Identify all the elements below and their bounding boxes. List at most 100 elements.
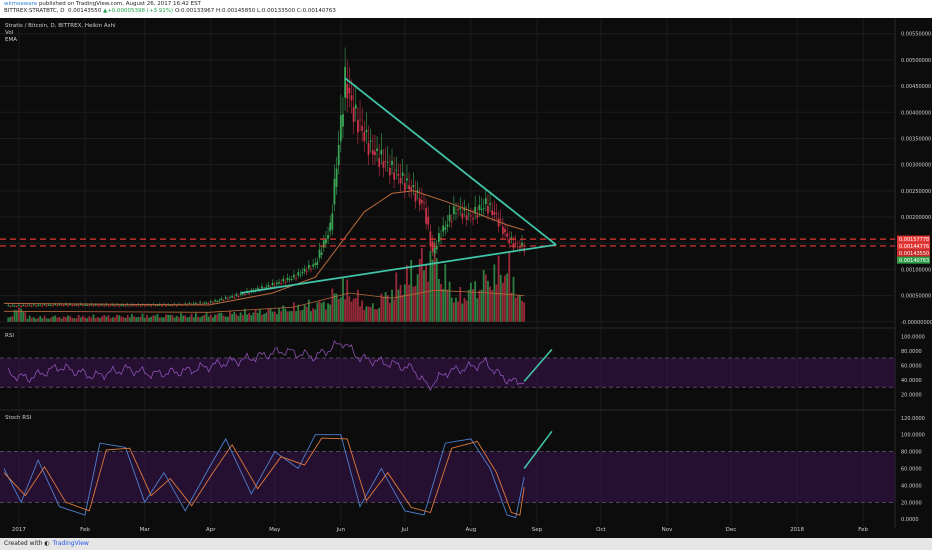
author-link[interactable]: wkmoeware [4,1,38,7]
legend-entry: Vol [5,30,14,36]
volume-bar [487,280,489,322]
candle-body [374,151,376,155]
volume-bar [491,290,494,322]
candle-body [11,305,14,307]
candle-body [510,237,513,239]
candle-body [175,305,178,307]
volume-bar [448,281,451,322]
legend-entry: EMA [5,37,17,43]
candle-body [73,305,76,306]
candle-body [103,305,106,307]
volume-bar [64,317,67,322]
candle-body [20,306,22,307]
volume-bar [504,275,506,322]
volume-bar [280,311,283,322]
candle-body [22,304,25,306]
volume-bar [105,316,108,322]
volume-bar [32,317,35,322]
candle-body [489,203,491,205]
y-tick-label: 60.0000 [901,467,922,473]
volume-bar [141,313,144,322]
candle-body [293,275,295,278]
volume-bar [348,296,351,322]
volume-bar [318,301,321,322]
stoch-trendline [523,430,553,469]
chart-area[interactable]: 2017 Feb Mar Apr May Jun Jul Aug Sep Oct Nov Dec 201… [0,18,932,538]
candle-body [214,300,216,302]
candle-body [188,303,191,304]
y-tick-label: 20.0000 [901,500,922,506]
candle-body [363,132,366,141]
candle-body [427,216,430,225]
candle-body [96,305,99,307]
candle-body [143,305,146,307]
tradingview-brand[interactable]: TradingView [52,540,89,547]
candle-body [433,247,436,254]
candle-body [305,271,308,273]
candle-body [218,300,221,302]
candle-body [299,274,302,276]
y-tick-label: 60.0000 [901,363,922,369]
volume-bar [329,304,332,322]
volume-bar [391,289,393,322]
x-tick-label: Feb [80,527,90,533]
chart-title: Stratis / Bitcoin, D, BITTREX, Heikin As… [5,23,116,29]
x-tick-label: 2018 [790,527,804,533]
candle-body [150,305,153,307]
volume-bar [9,316,12,322]
candle-body [271,282,274,286]
volume-bar [438,279,440,322]
volume-bar [440,283,442,322]
candle-body [384,161,387,163]
volume-bar [77,314,80,322]
candle-body [380,150,383,155]
volume-bar [269,308,272,322]
volume-bar [365,306,368,322]
volume-bar [427,281,430,322]
candle-body [107,305,110,307]
volume-bar [209,314,212,322]
y-tick-label: 100.0000 [901,334,925,340]
volume-bar [258,309,261,322]
volume-bar [284,308,287,322]
candle-body [105,304,108,306]
volume-bar [310,311,312,322]
volume-bar [231,313,234,322]
price-label [897,256,930,264]
candle-body [297,272,300,276]
candle-body [401,172,404,176]
y-tick-label: 0.00350000 [901,136,931,142]
candle-body [497,218,500,227]
volume-bar [465,300,468,322]
volume-bar [124,317,127,322]
volume-bar [107,315,110,322]
candle-body [280,283,283,285]
candle-body [316,261,319,265]
footer-bar: Created with ◐ TradingView [0,538,932,550]
volume-bar [408,284,410,322]
volume-bar [81,315,84,322]
candle-body [47,304,50,306]
candle-body [474,207,477,214]
volume-bar [150,316,153,322]
candle-body [113,305,116,307]
candle-body [209,301,212,303]
volume-bar [235,314,238,322]
candle-body [455,212,457,214]
candle-body [478,205,481,211]
volume-bar [442,289,445,322]
volume-bar [156,313,159,322]
candle-body [244,294,246,296]
candle-body [39,304,42,306]
x-tick-label: Apr [206,527,216,533]
volume-bar [403,284,406,322]
volume-bar [478,290,481,322]
volume-bar [90,317,93,322]
volume-bar [148,317,150,322]
volume-bar [521,300,523,322]
candle-body [346,83,349,99]
volume-bar [337,298,340,322]
y-tick-label: 80.0000 [901,450,922,456]
volume-bar [516,295,519,322]
volume-bar [177,317,180,322]
